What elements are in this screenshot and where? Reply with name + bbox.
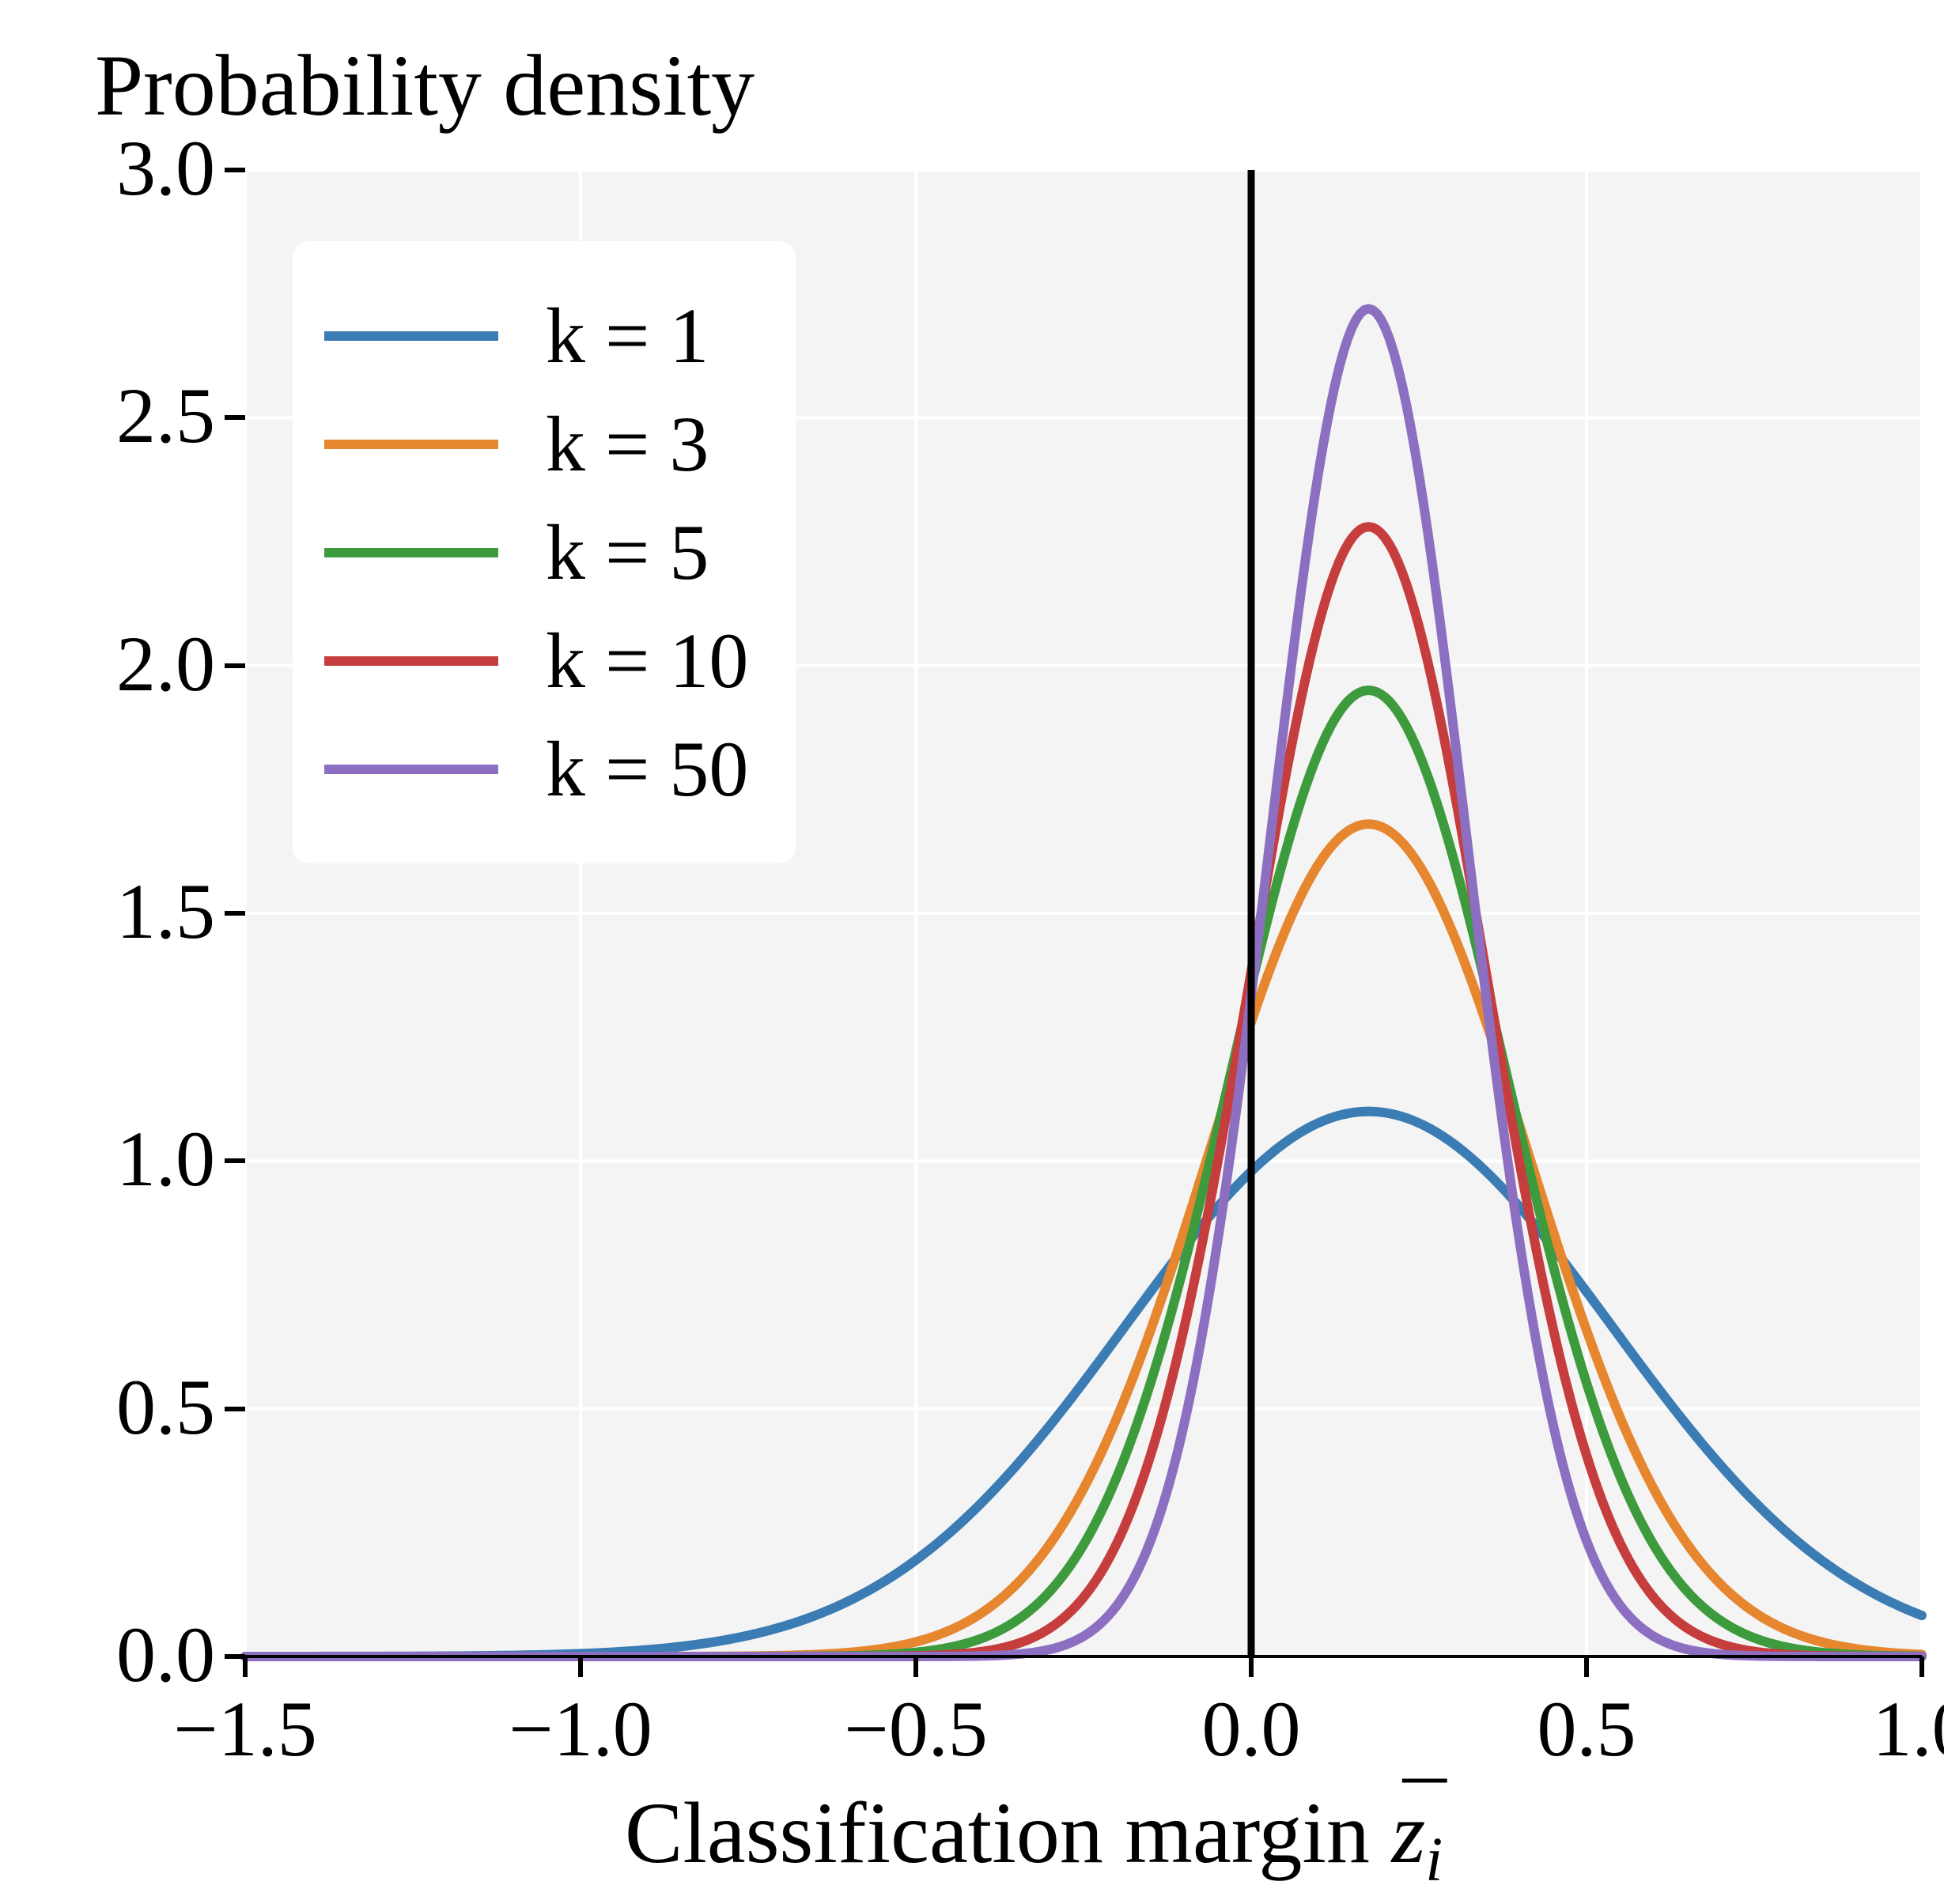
x-tick-label: −1.0: [494, 1683, 668, 1774]
y-tick-label: 1.0: [116, 1113, 215, 1204]
plot-svg: [0, 0, 1944, 1904]
legend-label: k = 1: [546, 290, 709, 381]
y-tick-mark: [225, 1654, 245, 1659]
legend-item: k = 50: [324, 723, 748, 814]
legend-item: k = 3: [324, 399, 748, 489]
y-tick-mark: [225, 663, 245, 668]
chart-container: Probability density −1.5−1.0−0.50.00.51.…: [0, 0, 1944, 1904]
y-tick-mark: [225, 911, 245, 916]
legend-label: k = 3: [546, 399, 709, 489]
legend-item: k = 10: [324, 615, 748, 706]
legend-label: k = 50: [546, 723, 748, 814]
y-tick-mark: [225, 1407, 245, 1411]
x-tick-mark: [243, 1657, 248, 1677]
xlabel-var: ¯z: [1391, 1785, 1425, 1881]
legend-swatch: [324, 440, 498, 449]
y-tick-label: 2.0: [116, 618, 215, 709]
x-tick-mark: [1584, 1657, 1589, 1677]
legend-label: k = 10: [546, 615, 748, 706]
x-tick-label: −0.5: [829, 1683, 1003, 1774]
x-tick-label: 1.0: [1835, 1683, 1944, 1774]
legend: k = 1 k = 3 k = 5 k = 10 k = 50: [293, 241, 796, 863]
x-tick-mark: [578, 1657, 583, 1677]
legend-item: k = 5: [324, 507, 748, 598]
y-tick-mark: [225, 415, 245, 420]
y-tick-label: 3.0: [116, 123, 215, 213]
legend-item: k = 1: [324, 290, 748, 381]
legend-swatch: [324, 765, 498, 774]
legend-swatch: [324, 331, 498, 341]
x-tick-label: 0.5: [1500, 1683, 1674, 1774]
legend-swatch: [324, 548, 498, 557]
y-tick-label: 1.5: [116, 866, 215, 957]
x-tick-label: 0.0: [1164, 1683, 1338, 1774]
y-tick-label: 0.5: [116, 1362, 215, 1453]
y-tick-mark: [225, 168, 245, 172]
y-tick-label: 2.5: [116, 370, 215, 461]
x-tick-mark: [1919, 1657, 1924, 1677]
y-tick-mark: [225, 1158, 245, 1163]
x-tick-mark: [1249, 1657, 1254, 1677]
legend-swatch: [324, 656, 498, 666]
xlabel-text: Classification margin: [625, 1785, 1391, 1881]
x-tick-mark: [913, 1657, 918, 1677]
legend-label: k = 5: [546, 507, 709, 598]
x-axis-label: Classification margin ¯zi: [625, 1783, 1443, 1896]
y-tick-label: 0.0: [116, 1609, 215, 1700]
